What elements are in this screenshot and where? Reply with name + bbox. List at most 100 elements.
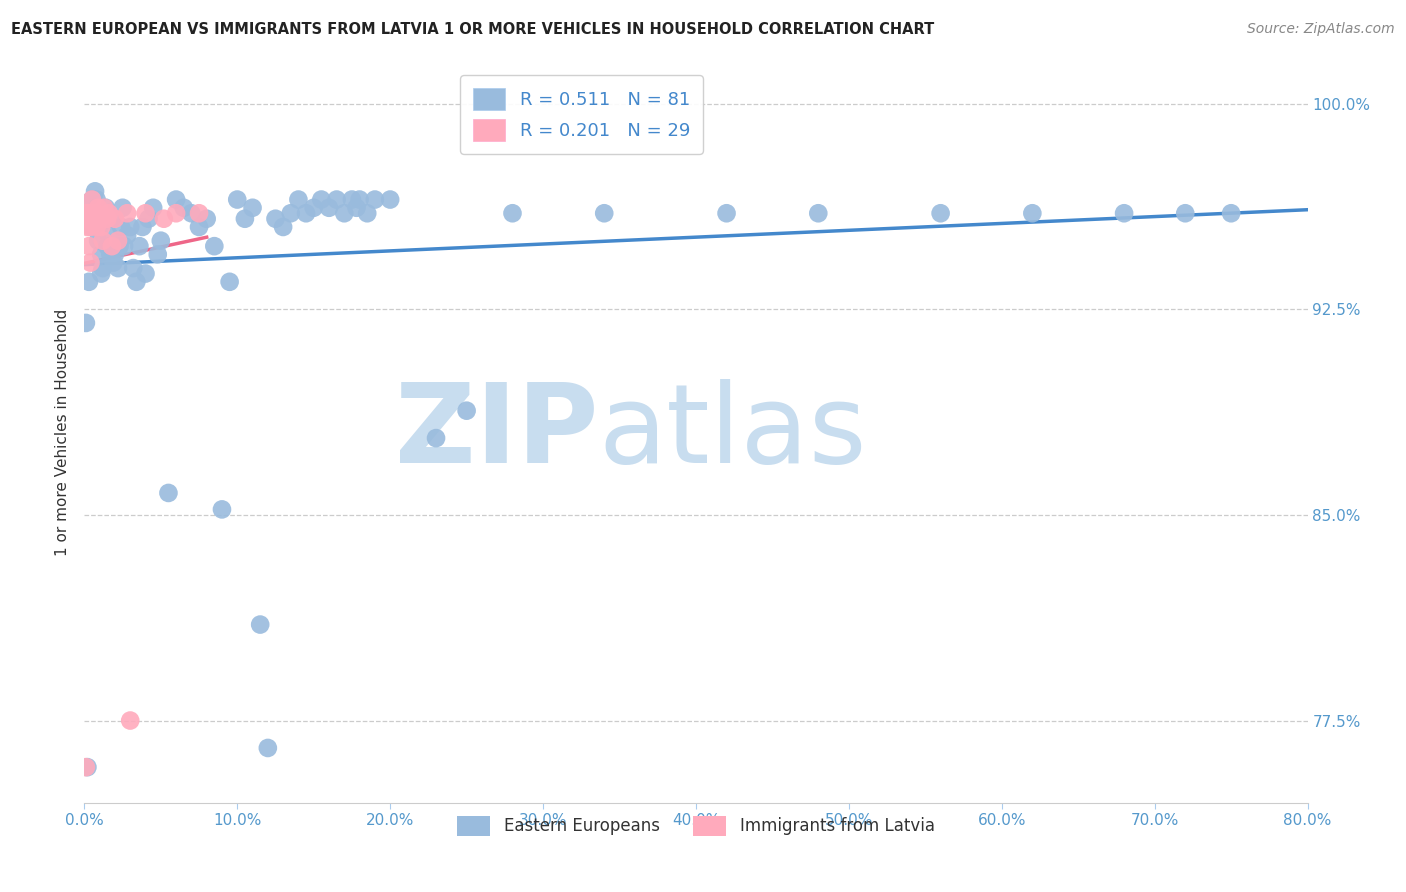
Point [226, 193, 249, 207]
Point [94, 201, 117, 215]
Point [502, 206, 524, 220]
Point [456, 403, 478, 417]
Point [146, 247, 169, 261]
Point [76, 206, 98, 220]
Point [77, 239, 100, 253]
Point [90, 219, 112, 234]
Point [340, 193, 363, 207]
Point [83, 211, 105, 226]
Point [115, 206, 138, 220]
Point [84, 206, 107, 220]
Point [325, 193, 347, 207]
Point [346, 201, 368, 215]
Point [356, 206, 378, 220]
Point [112, 239, 135, 253]
Text: ZIP: ZIP [395, 379, 598, 486]
Point [110, 219, 132, 234]
Point [929, 206, 952, 220]
Point [157, 486, 180, 500]
Point [97, 206, 120, 220]
Point [104, 247, 127, 261]
Point [87, 234, 110, 248]
Point [287, 193, 309, 207]
Point [104, 211, 127, 226]
Point [122, 261, 145, 276]
Point [115, 228, 138, 243]
Point [76, 219, 98, 234]
Point [75, 760, 97, 774]
Point [108, 239, 131, 253]
Point [593, 206, 616, 220]
Point [93, 211, 115, 226]
Point [77, 275, 100, 289]
Point [128, 239, 150, 253]
Point [242, 201, 264, 215]
Point [202, 239, 225, 253]
Point [333, 206, 356, 220]
Point [90, 267, 112, 281]
Point [180, 206, 202, 220]
Point [311, 193, 333, 207]
Point [271, 219, 294, 234]
Point [165, 206, 187, 220]
Point [153, 211, 176, 226]
Point [101, 239, 124, 253]
Point [135, 267, 157, 281]
Point [188, 206, 211, 220]
Point [257, 741, 280, 756]
Point [80, 193, 103, 207]
Point [380, 193, 402, 207]
Point [80, 193, 103, 207]
Point [96, 211, 118, 226]
Point [97, 228, 120, 243]
Point [86, 193, 108, 207]
Point [80, 219, 103, 234]
Point [218, 275, 240, 289]
Point [90, 247, 112, 261]
Point [173, 201, 195, 215]
Point [233, 211, 256, 226]
Point [1174, 206, 1197, 220]
Point [101, 211, 124, 226]
Point [125, 275, 148, 289]
Legend: Eastern Europeans, Immigrants from Latvia: Eastern Europeans, Immigrants from Latvi… [450, 809, 942, 843]
Point [165, 193, 187, 207]
Point [425, 431, 447, 445]
Point [264, 211, 287, 226]
Point [249, 617, 271, 632]
Point [142, 201, 165, 215]
Point [364, 193, 387, 207]
Point [76, 760, 98, 774]
Point [120, 219, 142, 234]
Point [195, 211, 218, 226]
Point [318, 201, 340, 215]
Point [211, 502, 233, 516]
Point [111, 201, 134, 215]
Point [302, 201, 325, 215]
Point [79, 219, 101, 234]
Point [75, 316, 97, 330]
Text: atlas: atlas [598, 379, 866, 486]
Point [103, 255, 125, 269]
Point [93, 201, 115, 215]
Point [120, 714, 142, 728]
Point [87, 201, 110, 215]
Point [138, 211, 160, 226]
Point [77, 211, 100, 226]
Point [107, 261, 129, 276]
Point [84, 211, 107, 226]
Point [91, 261, 114, 276]
Point [1021, 206, 1043, 220]
Point [79, 255, 101, 269]
Point [149, 234, 172, 248]
Point [75, 206, 97, 220]
Point [96, 239, 118, 253]
Point [716, 206, 738, 220]
Text: EASTERN EUROPEAN VS IMMIGRANTS FROM LATVIA 1 OR MORE VEHICLES IN HOUSEHOLD CORRE: EASTERN EUROPEAN VS IMMIGRANTS FROM LATV… [11, 22, 935, 37]
Point [135, 206, 157, 220]
Point [107, 234, 129, 248]
Point [280, 206, 302, 220]
Point [84, 184, 107, 198]
Point [98, 247, 121, 261]
Point [131, 219, 153, 234]
